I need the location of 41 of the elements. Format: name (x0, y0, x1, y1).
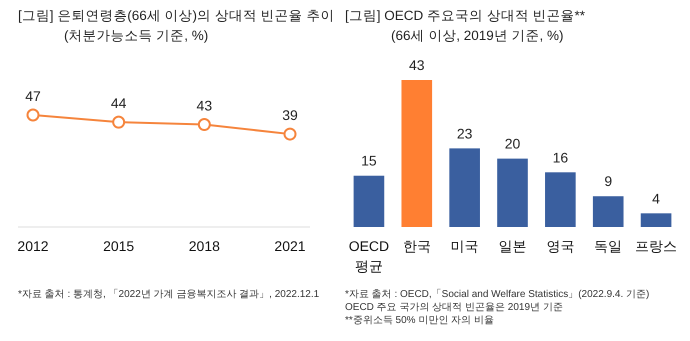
data-label: 47 (25, 88, 41, 104)
bar (401, 80, 432, 227)
text: *자료 출처 : OECD,「Social and Welfare Statistics」(2022.9.4. 기준) (345, 288, 650, 300)
x-tick-label: 한국 (402, 238, 431, 254)
x-tick-label: 독일 (594, 238, 622, 254)
bar (449, 148, 480, 227)
x-tick-label: 일본 (498, 238, 526, 254)
bar (640, 213, 672, 227)
x-tick-label: 2018 (188, 238, 220, 254)
x-tick-label: 2015 (103, 238, 134, 254)
chart-title: [그림] 은퇴연령층(66세 이상)의 상대적 빈곤율 추이 (18, 8, 334, 23)
chart-subtitle: (처분가능소득 기준, %) (64, 28, 208, 43)
x-tick-label: 2012 (17, 238, 49, 254)
point (198, 118, 211, 132)
point (284, 128, 296, 141)
data-label: 43 (196, 98, 212, 114)
data-label: 39 (282, 107, 298, 124)
data-label: 20 (504, 136, 520, 152)
data-label: 44 (110, 95, 127, 112)
bar (497, 158, 528, 227)
text: *자료 출처 : 통계청, 「2022년 가계 금융복지조사 결과」, 2022.12.1 (18, 288, 320, 300)
x-tick-label: 2021 (274, 238, 306, 254)
bar (592, 196, 624, 227)
data-label: 9 (604, 173, 612, 190)
bar (354, 176, 384, 227)
chart-title: [그림] OECD 주요국의 상대적 빈곤율** (345, 8, 586, 23)
bar (545, 172, 576, 227)
x-tick-label: 영국 (546, 238, 574, 254)
text: **중위소득 50% 미만인 자의 비율 (345, 315, 494, 326)
data-label: 23 (456, 125, 473, 142)
data-label: 43 (408, 57, 425, 73)
data-label: 16 (552, 149, 568, 166)
data-label: 4 (652, 190, 660, 206)
x-tick-label: 프랑스 (635, 238, 678, 254)
point (26, 108, 40, 122)
chart-subtitle: (66세 이상, 2019년 기준, %) (391, 28, 564, 43)
x-tick-label: 미국 (450, 238, 479, 254)
text: OECD 주요 국가의 상대적 빈곤율은 2019년 기준 (345, 302, 563, 313)
data-label: 15 (361, 152, 377, 169)
x-tick-label: OECD 평균 (348, 238, 390, 274)
point (112, 116, 126, 129)
